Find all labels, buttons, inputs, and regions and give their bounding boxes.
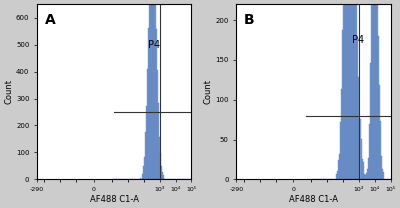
Bar <box>151 0 152 180</box>
Bar <box>146 106 147 180</box>
Text: P4: P4 <box>352 35 364 45</box>
Bar <box>341 89 342 180</box>
Bar <box>379 85 380 180</box>
Bar <box>381 156 382 180</box>
Bar <box>364 175 366 180</box>
Bar <box>383 172 384 180</box>
Bar <box>336 174 337 180</box>
Bar <box>157 70 158 180</box>
Bar <box>141 179 142 180</box>
Bar <box>360 139 362 180</box>
Bar <box>166 179 167 180</box>
Bar <box>154 0 155 180</box>
Bar <box>150 0 151 180</box>
Bar <box>345 0 346 180</box>
Bar <box>373 0 374 180</box>
Bar <box>356 1 358 180</box>
Bar <box>347 0 348 180</box>
Bar <box>339 154 340 180</box>
Bar <box>344 0 345 180</box>
Bar <box>370 0 372 180</box>
Bar <box>140 178 141 180</box>
Bar <box>143 166 144 180</box>
X-axis label: AF488 C1-A: AF488 C1-A <box>90 195 139 204</box>
Text: B: B <box>244 13 255 27</box>
Bar <box>372 0 373 180</box>
Y-axis label: Count: Count <box>4 79 13 104</box>
Bar <box>142 174 143 180</box>
Bar <box>368 124 370 180</box>
Bar <box>160 153 161 180</box>
Bar <box>358 77 360 180</box>
Bar <box>163 175 164 180</box>
Bar <box>139 179 140 180</box>
Bar <box>155 0 156 180</box>
Bar <box>380 121 381 180</box>
Bar <box>343 0 344 180</box>
Bar <box>337 171 338 180</box>
Bar <box>335 179 336 180</box>
Text: P4: P4 <box>148 40 160 50</box>
Bar <box>162 172 163 180</box>
Bar <box>384 179 385 180</box>
Bar <box>159 137 160 180</box>
Bar <box>340 122 341 180</box>
Bar <box>376 0 377 180</box>
Bar <box>362 162 364 180</box>
Bar <box>378 36 379 180</box>
Bar <box>152 0 153 180</box>
Bar <box>145 132 146 180</box>
Bar <box>346 0 347 180</box>
Bar <box>161 166 162 180</box>
Bar <box>153 0 154 180</box>
Bar <box>165 179 166 180</box>
Bar <box>338 160 339 180</box>
Bar <box>156 29 157 180</box>
Text: A: A <box>45 13 56 27</box>
Bar <box>366 169 368 180</box>
Bar <box>354 0 356 180</box>
Bar <box>147 69 148 180</box>
Bar <box>352 0 354 180</box>
Bar <box>158 103 159 180</box>
Bar <box>350 0 352 180</box>
Bar <box>149 0 150 180</box>
Bar <box>375 0 376 180</box>
X-axis label: AF488 C1-A: AF488 C1-A <box>289 195 338 204</box>
Y-axis label: Count: Count <box>204 79 212 104</box>
Bar <box>382 169 383 180</box>
Bar <box>144 157 145 180</box>
Bar <box>374 0 375 180</box>
Bar <box>333 179 334 180</box>
Bar <box>377 0 378 180</box>
Bar <box>148 28 149 180</box>
Bar <box>164 179 165 180</box>
Bar <box>342 30 343 180</box>
Bar <box>348 0 350 180</box>
